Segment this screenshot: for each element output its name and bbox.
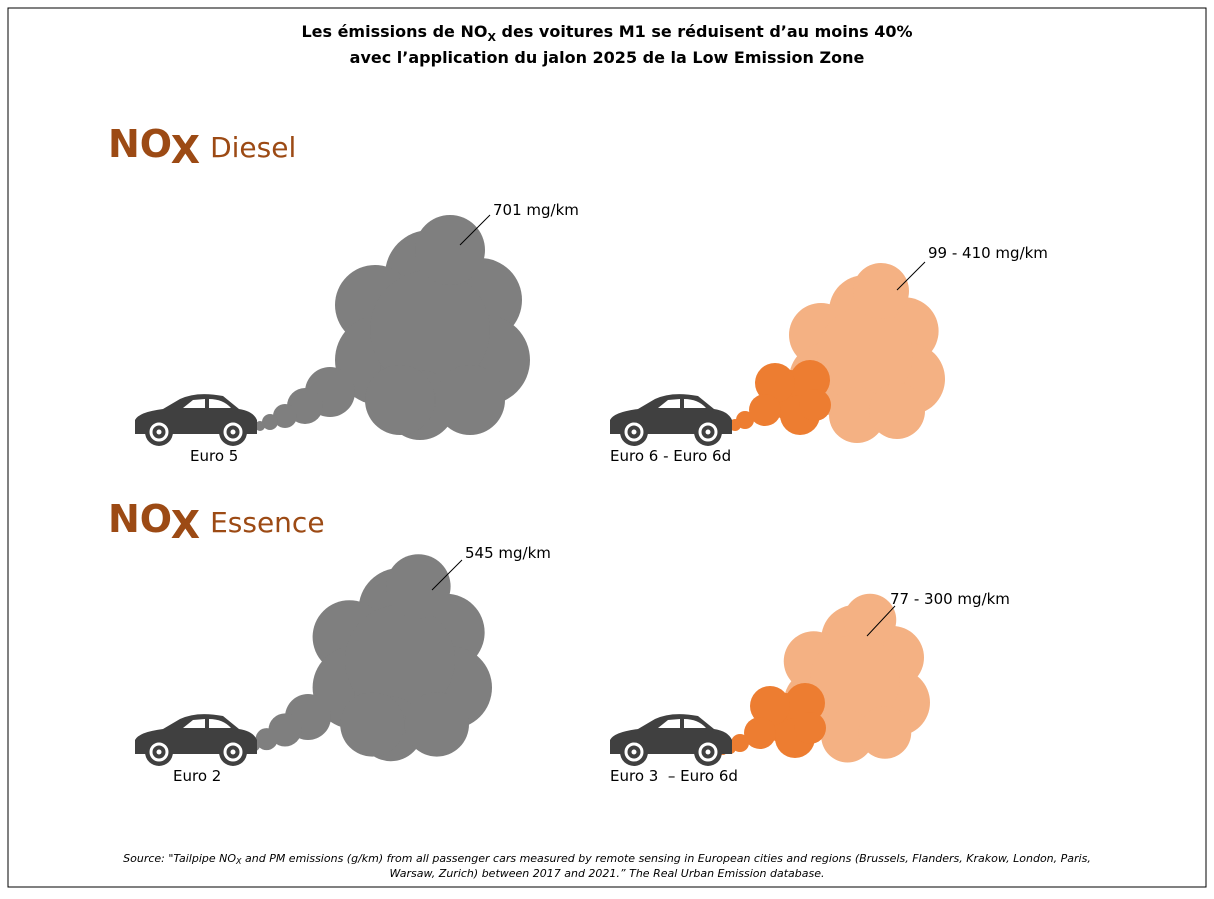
source-line-1: Source: "Tailpipe NOX and PM emissions (…: [123, 852, 1091, 866]
heading-fuel: Essence: [210, 506, 324, 539]
heading-subscript: X: [171, 503, 200, 547]
title-line-2: avec l’application du jalon 2025 de la L…: [350, 48, 865, 67]
euro-label: Euro 6 - Euro 6d: [610, 447, 731, 465]
emission-label: 77 - 300 mg/km: [890, 590, 1010, 608]
cloud-puff: [859, 706, 912, 759]
cloud-puff: [799, 389, 831, 421]
emission-label: 545 mg/km: [465, 544, 551, 562]
cloud-puff: [386, 554, 450, 618]
cloud-puff: [844, 594, 897, 647]
cloud-puff: [435, 365, 505, 435]
cloud-puff: [405, 692, 469, 756]
euro-label: Euro 5: [190, 447, 238, 465]
car-icon: [610, 714, 732, 766]
title-line-1: Les émissions de NOX des voitures M1 se …: [301, 22, 912, 44]
car-icon: [610, 394, 732, 446]
car-hub: [706, 750, 711, 755]
cloud-puff: [365, 365, 435, 435]
emission-label: 701 mg/km: [493, 201, 579, 219]
car-icon: [135, 394, 257, 446]
cloud-puff: [853, 263, 909, 319]
cloud-puff: [869, 383, 925, 439]
emission-cloud: [719, 683, 826, 758]
car-hub: [632, 430, 637, 435]
car-hub: [632, 750, 637, 755]
source-line-2: Warsaw, Zurich) between 2017 and 2021.” …: [390, 867, 825, 880]
page: Les émissions de NO X des voitures M1 se …: [0, 0, 1214, 895]
cloud-puff: [415, 215, 485, 285]
heading-fuel: Diesel: [210, 131, 296, 164]
euro-label: Euro 2: [173, 767, 221, 785]
cloud-puff: [340, 692, 404, 756]
car-hub: [157, 750, 162, 755]
car-hub: [157, 430, 162, 435]
emission-label: 99 - 410 mg/km: [928, 244, 1048, 262]
source-part: and PM emissions (g/km) from all passeng…: [242, 852, 1091, 865]
heading-subscript: X: [171, 128, 200, 172]
car-hub: [231, 750, 236, 755]
emission-cloud: [255, 215, 530, 440]
car-icon: [135, 714, 257, 766]
title-part: des voitures M1 se réduisent d’au moins …: [496, 22, 913, 41]
source-part: Source: "Tailpipe NO: [123, 852, 236, 865]
cloud-puff: [794, 712, 826, 744]
section-heading: NOX Diesel: [108, 122, 296, 172]
heading-main: NO: [108, 122, 171, 166]
euro-label: Euro 3 – Euro 6d: [610, 767, 738, 785]
car-hub: [706, 430, 711, 435]
heading-main: NO: [108, 497, 171, 541]
title-part: Les émissions de NO: [301, 22, 487, 41]
emission-cloud: [239, 554, 492, 761]
car-hub: [231, 430, 236, 435]
emission-cloud: [724, 360, 831, 435]
section-heading: NOX Essence: [108, 497, 325, 547]
